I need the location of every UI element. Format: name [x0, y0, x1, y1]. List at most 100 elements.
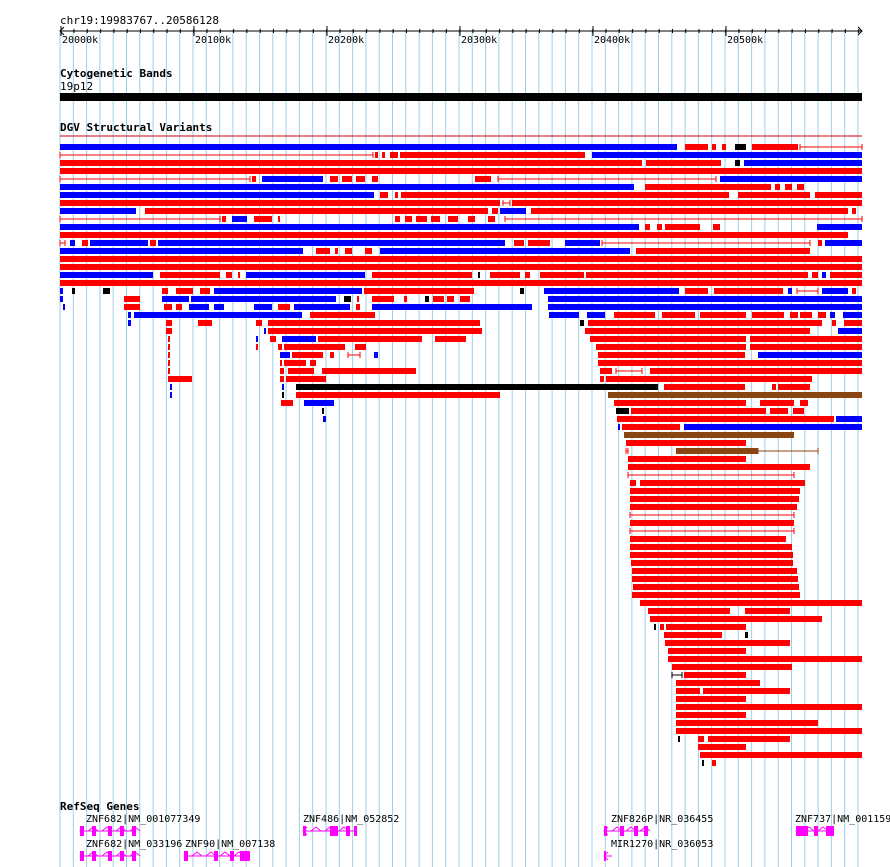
- sv-feature[interactable]: [238, 272, 240, 278]
- sv-feature[interactable]: [488, 216, 495, 222]
- sv-feature[interactable]: [735, 160, 740, 166]
- sv-feature[interactable]: [598, 360, 862, 366]
- sv-feature[interactable]: [294, 304, 350, 310]
- gene-strand-arrow[interactable]: [79, 826, 85, 836]
- sv-feature[interactable]: [800, 312, 812, 318]
- sv-feature[interactable]: [60, 288, 63, 294]
- sv-feature[interactable]: [632, 592, 800, 598]
- gene-exon[interactable]: [92, 826, 96, 836]
- sv-feature[interactable]: [630, 480, 636, 486]
- sv-feature[interactable]: [335, 248, 338, 254]
- sv-feature[interactable]: [404, 296, 407, 302]
- sv-feature[interactable]: [702, 760, 704, 766]
- sv-feature[interactable]: [256, 344, 258, 350]
- sv-feature[interactable]: [447, 296, 454, 302]
- sv-feature[interactable]: [668, 648, 746, 654]
- sv-feature[interactable]: [103, 288, 110, 294]
- sv-feature[interactable]: [475, 176, 491, 182]
- sv-feature[interactable]: [400, 152, 585, 158]
- sv-feature[interactable]: [676, 448, 758, 454]
- sv-feature[interactable]: [166, 320, 172, 326]
- sv-feature[interactable]: [222, 216, 226, 222]
- sv-feature[interactable]: [191, 296, 336, 302]
- sv-feature[interactable]: [60, 232, 848, 238]
- sv-feature[interactable]: [60, 184, 634, 190]
- sv-feature[interactable]: [382, 152, 385, 158]
- sv-feature[interactable]: [750, 344, 862, 350]
- sv-feature[interactable]: [60, 192, 374, 198]
- sv-feature[interactable]: [435, 336, 466, 342]
- sv-feature[interactable]: [292, 352, 323, 358]
- gene-label[interactable]: ZNF826P|NR_036455: [611, 814, 714, 825]
- sv-feature[interactable]: [270, 336, 276, 342]
- gene-exon[interactable]: [214, 851, 218, 861]
- sv-feature[interactable]: [160, 272, 220, 278]
- sv-feature[interactable]: [63, 304, 65, 310]
- sv-feature[interactable]: [650, 616, 822, 622]
- gene-exon[interactable]: [796, 826, 808, 836]
- gene-exon[interactable]: [240, 851, 250, 861]
- sv-feature[interactable]: [232, 216, 247, 222]
- sv-feature[interactable]: [812, 272, 818, 278]
- sv-feature[interactable]: [282, 384, 284, 390]
- sv-feature[interactable]: [128, 312, 131, 318]
- sv-feature[interactable]: [164, 304, 172, 310]
- sv-feature[interactable]: [168, 344, 170, 350]
- sv-feature[interactable]: [375, 152, 378, 158]
- sv-feature[interactable]: [640, 480, 805, 486]
- sv-feature[interactable]: [676, 712, 746, 718]
- sv-feature[interactable]: [830, 312, 835, 318]
- sv-feature[interactable]: [282, 392, 284, 398]
- sv-feature[interactable]: [316, 248, 330, 254]
- sv-feature[interactable]: [322, 408, 324, 414]
- sv-feature[interactable]: [380, 248, 630, 254]
- sv-feature[interactable]: [355, 344, 366, 350]
- sv-feature[interactable]: [606, 376, 812, 382]
- sv-feature[interactable]: [380, 192, 388, 198]
- sv-feature[interactable]: [124, 304, 140, 310]
- gene-exon[interactable]: [303, 826, 306, 836]
- sv-feature[interactable]: [168, 336, 170, 342]
- sv-feature[interactable]: [630, 488, 800, 494]
- sv-feature[interactable]: [586, 272, 808, 278]
- sv-feature[interactable]: [700, 752, 862, 758]
- sv-feature[interactable]: [684, 424, 862, 430]
- sv-feature[interactable]: [395, 192, 398, 198]
- gene-exon[interactable]: [620, 826, 624, 836]
- sv-feature[interactable]: [745, 608, 790, 614]
- sv-feature[interactable]: [128, 320, 131, 326]
- sv-feature[interactable]: [176, 288, 193, 294]
- sv-feature[interactable]: [549, 312, 579, 318]
- sv-feature[interactable]: [788, 288, 792, 294]
- gene-exon[interactable]: [120, 826, 124, 836]
- sv-feature[interactable]: [672, 664, 792, 670]
- sv-feature[interactable]: [676, 728, 862, 734]
- gene-label[interactable]: ZNF682|NM_033196: [86, 839, 183, 850]
- gene-strand-arrow[interactable]: [795, 826, 801, 836]
- sv-feature[interactable]: [330, 176, 338, 182]
- sv-feature[interactable]: [168, 376, 192, 382]
- sv-feature[interactable]: [150, 240, 156, 246]
- sv-feature[interactable]: [712, 144, 716, 150]
- sv-feature[interactable]: [170, 392, 172, 398]
- sv-feature[interactable]: [678, 736, 680, 742]
- sv-feature[interactable]: [712, 760, 716, 766]
- sv-feature[interactable]: [676, 704, 862, 710]
- sv-feature[interactable]: [246, 272, 365, 278]
- sv-feature[interactable]: [284, 360, 306, 366]
- sv-feature[interactable]: [676, 688, 700, 694]
- sv-feature[interactable]: [170, 384, 172, 390]
- sv-feature[interactable]: [622, 424, 680, 430]
- sv-feature[interactable]: [492, 208, 498, 214]
- sv-feature[interactable]: [676, 720, 818, 726]
- sv-feature[interactable]: [60, 224, 639, 230]
- sv-feature[interactable]: [514, 240, 524, 246]
- sv-feature[interactable]: [598, 352, 745, 358]
- sv-feature[interactable]: [822, 272, 826, 278]
- sv-feature[interactable]: [822, 288, 848, 294]
- sv-feature[interactable]: [664, 632, 722, 638]
- sv-feature[interactable]: [540, 272, 584, 278]
- sv-feature[interactable]: [330, 352, 334, 358]
- sv-feature[interactable]: [200, 288, 210, 294]
